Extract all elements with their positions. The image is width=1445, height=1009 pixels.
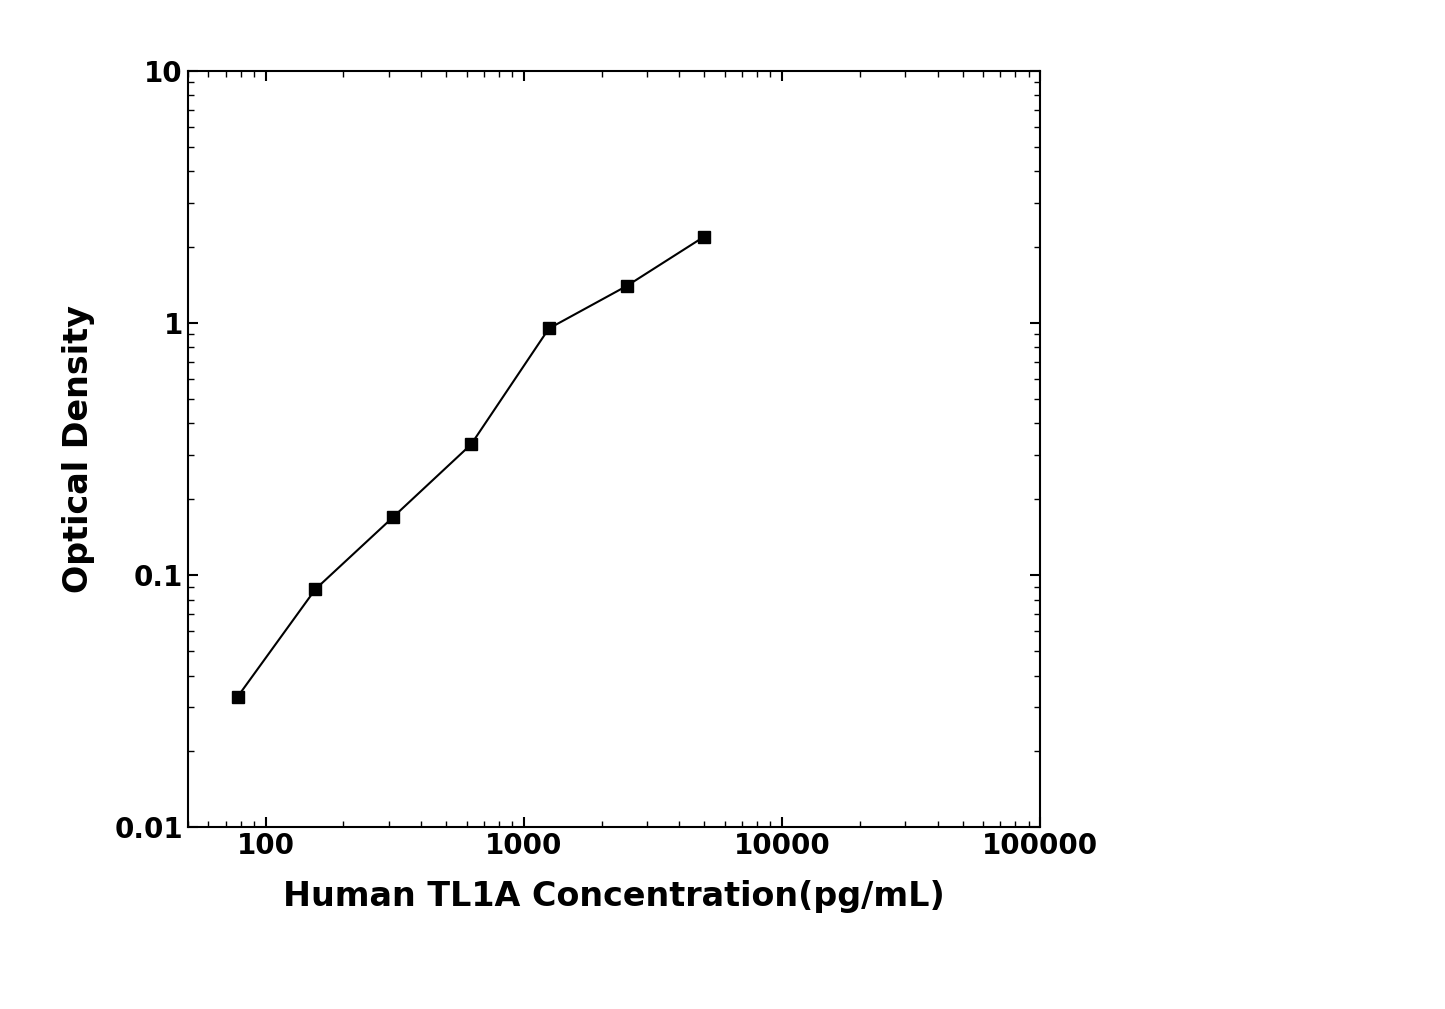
X-axis label: Human TL1A Concentration(pg/mL): Human TL1A Concentration(pg/mL) <box>283 880 945 913</box>
Y-axis label: Optical Density: Optical Density <box>62 305 95 593</box>
